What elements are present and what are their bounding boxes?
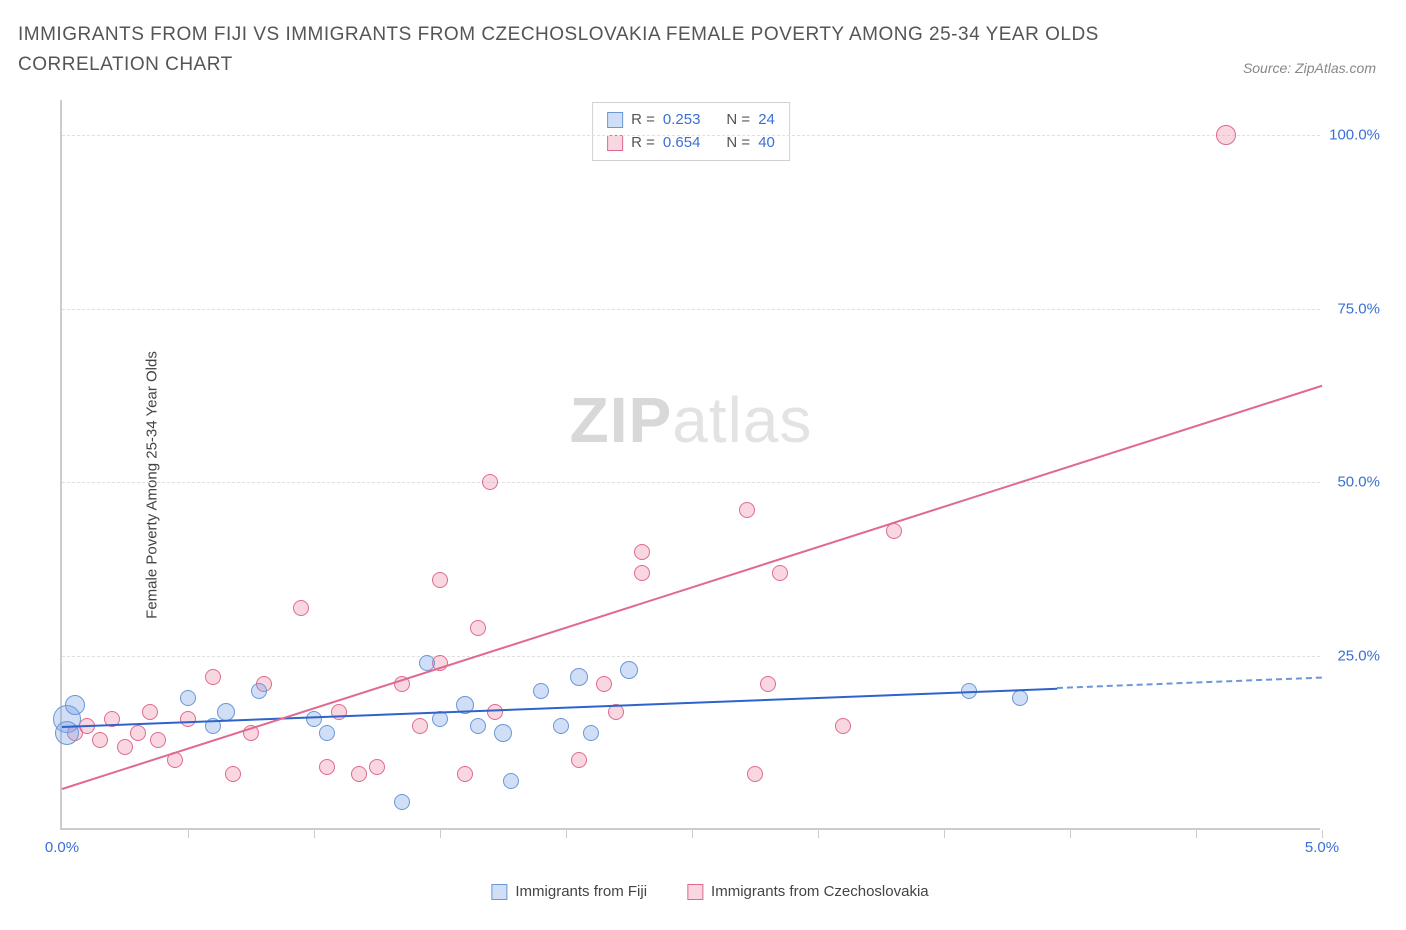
- scatter-point: [319, 759, 335, 775]
- scatter-point: [487, 704, 503, 720]
- y-tick-label: 100.0%: [1329, 126, 1380, 143]
- source-attribution: Source: ZipAtlas.com: [1243, 60, 1376, 76]
- gridline-vertical: [1322, 830, 1323, 838]
- gridline-vertical: [1196, 830, 1197, 838]
- scatter-point: [571, 752, 587, 768]
- scatter-point: [747, 766, 763, 782]
- scatter-point: [92, 732, 108, 748]
- gridline-horizontal: [62, 309, 1320, 310]
- legend-bottom: Immigrants from Fiji Immigrants from Czec…: [491, 883, 928, 900]
- scatter-point: [369, 759, 385, 775]
- scatter-point: [553, 718, 569, 734]
- scatter-point: [150, 732, 166, 748]
- watermark: ZIPatlas: [570, 383, 813, 457]
- chart-area: Female Poverty Among 25-34 Year Olds ZIP…: [60, 100, 1360, 870]
- scatter-point: [760, 676, 776, 692]
- trend-line: [62, 385, 1323, 790]
- trend-line-dashed: [1057, 677, 1322, 689]
- gridline-vertical: [566, 830, 567, 838]
- y-tick-label: 50.0%: [1337, 474, 1380, 491]
- gridline-vertical: [188, 830, 189, 838]
- scatter-point: [180, 711, 196, 727]
- legend-swatch: [607, 135, 623, 151]
- scatter-point: [620, 661, 638, 679]
- gridline-horizontal: [62, 482, 1320, 483]
- scatter-point: [432, 572, 448, 588]
- stat-n-value: 24: [758, 109, 775, 132]
- chart-title: IMMIGRANTS FROM FIJI VS IMMIGRANTS FROM …: [18, 20, 1118, 81]
- scatter-point: [251, 683, 267, 699]
- legend-item: Immigrants from Fiji: [491, 883, 647, 900]
- gridline-vertical: [944, 830, 945, 838]
- scatter-point: [1216, 125, 1236, 145]
- scatter-point: [835, 718, 851, 734]
- scatter-point: [772, 565, 788, 581]
- stat-r-label: R =: [631, 109, 655, 132]
- scatter-point: [412, 718, 428, 734]
- scatter-point: [130, 725, 146, 741]
- scatter-point: [351, 766, 367, 782]
- legend-label: Immigrants from Fiji: [515, 883, 647, 900]
- gridline-vertical: [692, 830, 693, 838]
- scatter-point: [1012, 690, 1028, 706]
- scatter-point: [503, 773, 519, 789]
- gridline-vertical: [818, 830, 819, 838]
- scatter-point: [634, 565, 650, 581]
- scatter-point: [65, 695, 85, 715]
- scatter-point: [634, 544, 650, 560]
- scatter-point: [55, 721, 79, 745]
- legend-label: Immigrants from Czechoslovakia: [711, 883, 929, 900]
- y-tick-label: 75.0%: [1337, 300, 1380, 317]
- scatter-point: [470, 718, 486, 734]
- gridline-horizontal: [62, 656, 1320, 657]
- scatter-point: [319, 725, 335, 741]
- gridline-vertical: [314, 830, 315, 838]
- scatter-point: [470, 620, 486, 636]
- scatter-point: [306, 711, 322, 727]
- scatter-point: [482, 474, 498, 490]
- stat-r-value: 0.253: [663, 109, 701, 132]
- scatter-point: [293, 600, 309, 616]
- scatter-point: [205, 669, 221, 685]
- stats-legend-box: R =0.253N =24R =0.654N =40: [592, 102, 790, 161]
- scatter-point: [217, 703, 235, 721]
- x-tick-label: 5.0%: [1305, 839, 1339, 856]
- legend-swatch: [491, 884, 507, 900]
- scatter-plot: ZIPatlas R =0.253N =24R =0.654N =40 25.0…: [60, 100, 1320, 830]
- legend-swatch: [607, 112, 623, 128]
- scatter-point: [596, 676, 612, 692]
- x-tick-label: 0.0%: [45, 839, 79, 856]
- scatter-point: [494, 724, 512, 742]
- scatter-point: [457, 766, 473, 782]
- scatter-point: [117, 739, 133, 755]
- scatter-point: [225, 766, 241, 782]
- scatter-point: [394, 794, 410, 810]
- gridline-vertical: [440, 830, 441, 838]
- gridline-horizontal: [62, 135, 1320, 136]
- legend-swatch: [687, 884, 703, 900]
- scatter-point: [180, 690, 196, 706]
- scatter-point: [570, 668, 588, 686]
- stat-n-label: N =: [726, 109, 750, 132]
- scatter-point: [533, 683, 549, 699]
- scatter-point: [739, 502, 755, 518]
- stats-row: R = 0.253 N = 24: [607, 109, 775, 132]
- scatter-point: [583, 725, 599, 741]
- y-tick-label: 25.0%: [1337, 648, 1380, 665]
- legend-item: Immigrants from Czechoslovakia: [687, 883, 929, 900]
- scatter-point: [142, 704, 158, 720]
- gridline-vertical: [1070, 830, 1071, 838]
